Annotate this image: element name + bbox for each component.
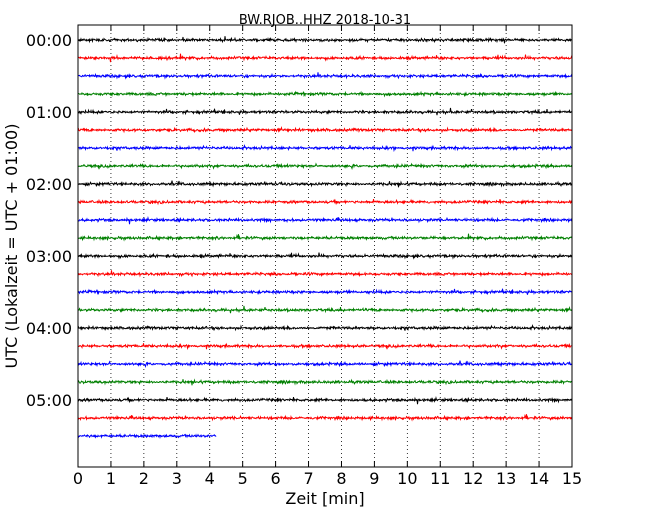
x-tick-label-2: 2 (139, 469, 149, 488)
x-tick-label-8: 8 (336, 469, 346, 488)
y-axis-label: UTC (Lokalzeit = UTC + 01:00) (2, 124, 21, 369)
vertical-grid (110, 25, 540, 467)
x-axis-label: Zeit [min] (285, 489, 364, 508)
y-tick-label-0500: 05:00 (26, 391, 72, 410)
y-tick-label-0000: 00:00 (26, 31, 72, 50)
x-tick-label-14: 14 (529, 469, 549, 488)
x-tick-label-10: 10 (397, 469, 417, 488)
trace-0400 (77, 323, 573, 332)
trace-0245 (77, 233, 573, 242)
x-tick-label-7: 7 (303, 469, 313, 488)
trace-0515 (77, 413, 573, 422)
x-tick-label-13: 13 (496, 469, 516, 488)
trace-0000 (77, 36, 573, 44)
x-tick-label-0: 0 (73, 469, 83, 488)
x-axis-ticks: 0 1 2 3 4 5 6 7 8 9 10 11 12 13 14 15 (73, 25, 582, 488)
trace-0345 (77, 305, 573, 314)
y-tick-label-0200: 02:00 (26, 175, 72, 194)
trace-0300 (77, 252, 573, 260)
chart-title: BW.RJOB..HHZ 2018-10-31 (239, 13, 411, 28)
x-tick-label-15: 15 (562, 469, 582, 488)
trace-layer (77, 36, 573, 439)
trace-0215 (77, 198, 573, 206)
y-axis-ticks: 00:00 01:00 02:00 03:00 04:00 05:00 (26, 31, 572, 410)
x-tick-label-4: 4 (205, 469, 215, 488)
trace-0430 (77, 360, 573, 368)
trace-0130 (77, 143, 573, 153)
x-tick-label-1: 1 (106, 469, 116, 488)
trace-0315 (77, 270, 573, 278)
x-tick-label-5: 5 (238, 469, 248, 488)
trace-0500 (77, 396, 573, 405)
x-tick-label-3: 3 (172, 469, 182, 488)
trace-0230 (77, 216, 573, 225)
trace-0200 (77, 180, 573, 188)
y-tick-label-0300: 03:00 (26, 247, 72, 266)
trace-0115 (77, 126, 573, 134)
trace-0415 (77, 342, 573, 351)
trace-0030 (77, 72, 573, 80)
y-tick-label-0100: 01:00 (26, 103, 72, 122)
trace-0015 (77, 53, 573, 63)
x-tick-label-6: 6 (271, 469, 281, 488)
trace-0445 (77, 378, 573, 386)
plot-frame (77, 24, 573, 468)
x-tick-label-12: 12 (463, 469, 483, 488)
trace-0530 (77, 433, 217, 439)
y-tick-label-0400: 04:00 (26, 319, 72, 338)
trace-0330 (77, 288, 573, 296)
x-tick-label-9: 9 (369, 469, 379, 488)
trace-0100 (77, 107, 573, 116)
trace-0045 (77, 90, 573, 98)
x-tick-label-11: 11 (430, 469, 450, 488)
trace-0145 (77, 162, 573, 170)
